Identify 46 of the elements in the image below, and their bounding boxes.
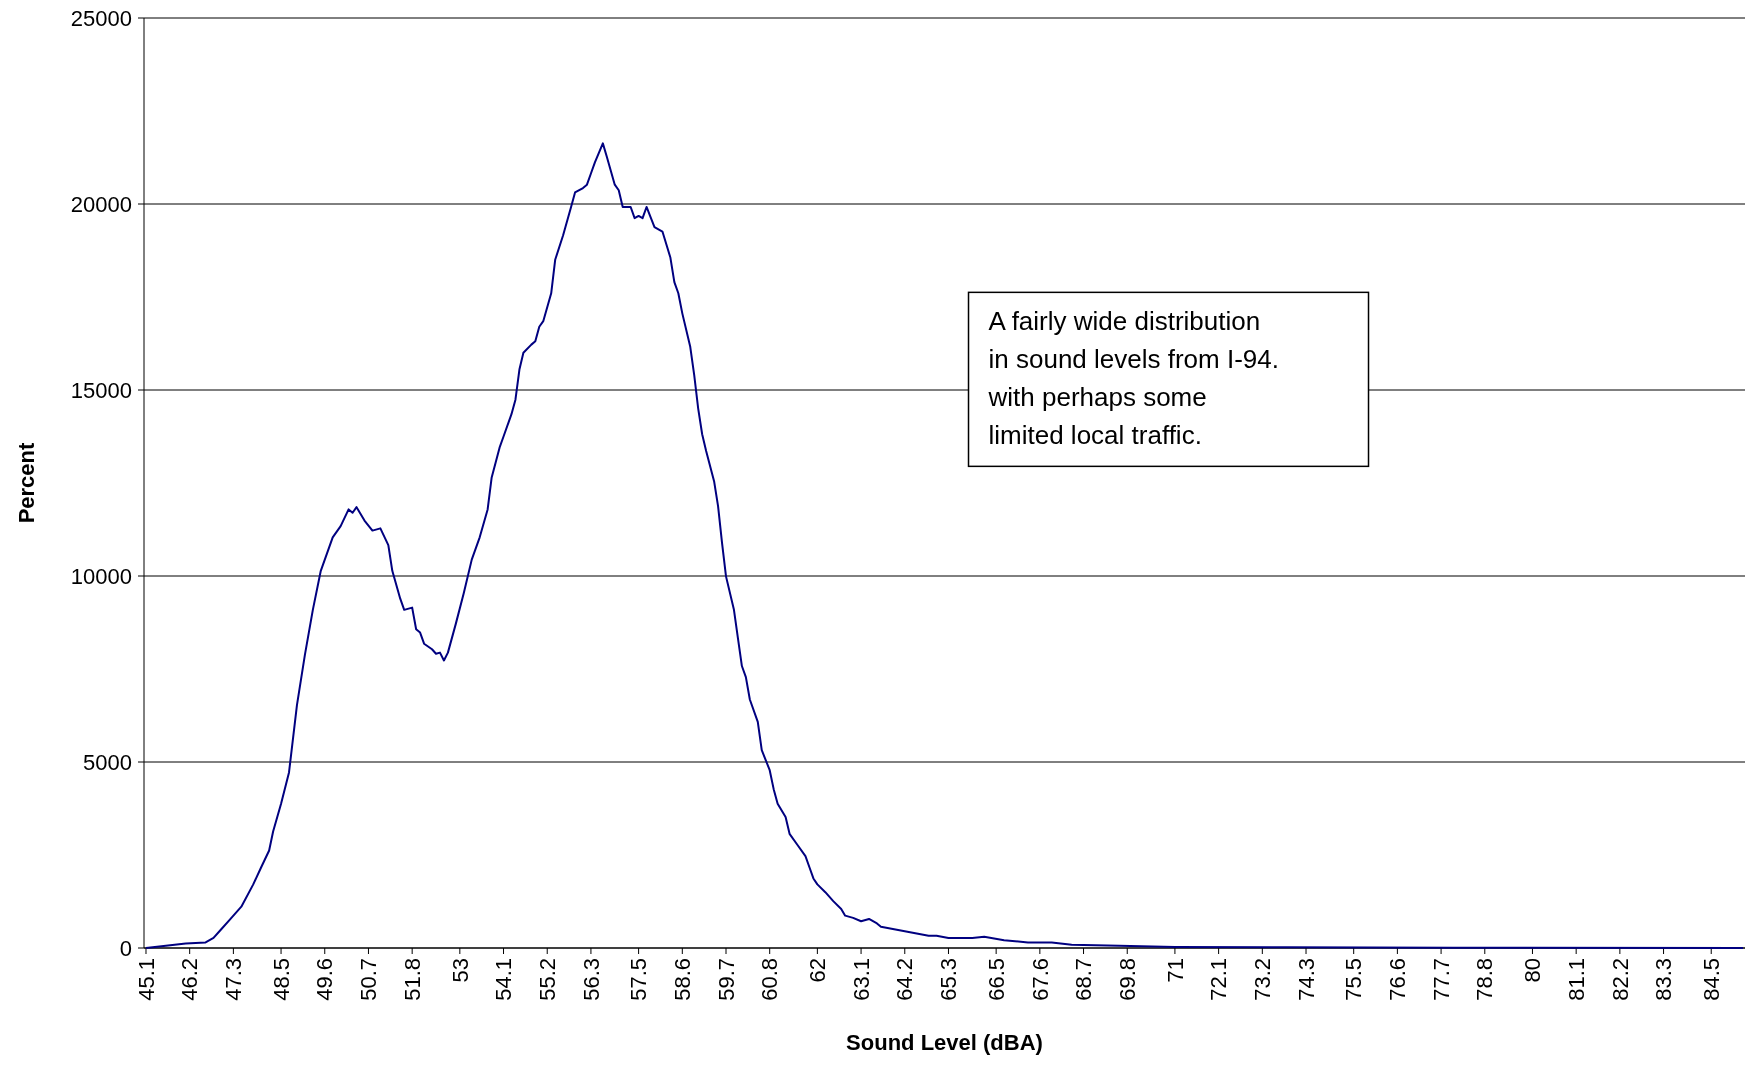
x-tick-label: 58.6: [670, 958, 695, 1001]
x-tick-label: 54.1: [491, 958, 517, 1001]
x-tick-label: 75.5: [1341, 958, 1367, 1001]
x-tick-label: 77.7: [1428, 958, 1454, 1001]
y-tick-label: 25000: [70, 5, 132, 31]
x-tick-label: 81.1: [1563, 958, 1589, 1001]
x-tick-label: 47.3: [221, 958, 247, 1001]
y-tick-label: 15000: [70, 377, 132, 403]
annotation: A fairly wide distribution in sound levels from I-94. with perhaps some limited local traffic.: [987, 306, 1279, 451]
x-tick-label: 80: [1520, 958, 1546, 983]
x-tick-label: 46.2: [177, 958, 203, 1001]
x-tick-label: 48.5: [268, 958, 294, 1001]
y-tick-label: 5000: [83, 749, 132, 775]
x-tick-label: 84.5: [1698, 958, 1724, 1001]
x-tick-label: 67.6: [1027, 958, 1053, 1001]
x-tick-label: 83.3: [1651, 958, 1677, 1001]
x-tick-label: 76.6: [1385, 958, 1411, 1001]
x-tick-label: 63.1: [848, 958, 874, 1001]
x-axis-title: Sound Level (dBA): [846, 1030, 1043, 1055]
x-tick-label: 82.2: [1607, 958, 1633, 1001]
x-tick-label: 50.7: [356, 958, 382, 1001]
x-tick-label: 78.8: [1472, 958, 1498, 1001]
x-tick-label: 71: [1162, 958, 1188, 983]
x-tick-label: 74.3: [1293, 958, 1319, 1001]
x-tick-label: 66.5: [983, 958, 1009, 1001]
x-tick-label: 62: [805, 958, 831, 983]
x-tick-label: 72.1: [1206, 958, 1232, 1001]
y-tick-label: 0: [119, 935, 132, 961]
x-tick-label: 53: [447, 958, 473, 983]
x-tick-label: 57.5: [626, 958, 652, 1001]
x-tick-label: 45.1: [133, 958, 159, 1001]
y-tick-label: 20000: [70, 191, 132, 217]
note-box: A fairly wide distribution in sound levels from I-94. with perhaps some limited local traffic.: [967, 291, 1370, 468]
x-tick-label: 73.2: [1250, 958, 1276, 1001]
x-tick-label: 65.3: [936, 958, 962, 1001]
y-tick-label: 10000: [70, 563, 132, 589]
x-tick-label: 51.8: [399, 958, 425, 1001]
x-tick-label: 55.2: [534, 958, 560, 1001]
x-tick-label: 59.7: [713, 958, 739, 1001]
x-tick-label: 64.2: [892, 958, 918, 1001]
x-tick-label: 56.3: [578, 958, 604, 1001]
x-tick-label: 60.8: [757, 958, 783, 1001]
x-tick-label: 68.7: [1071, 958, 1097, 1001]
x-tick-label: 49.6: [312, 958, 338, 1001]
x-tick-label: 69.8: [1114, 958, 1140, 1001]
y-axis-title: Percent: [14, 441, 39, 524]
